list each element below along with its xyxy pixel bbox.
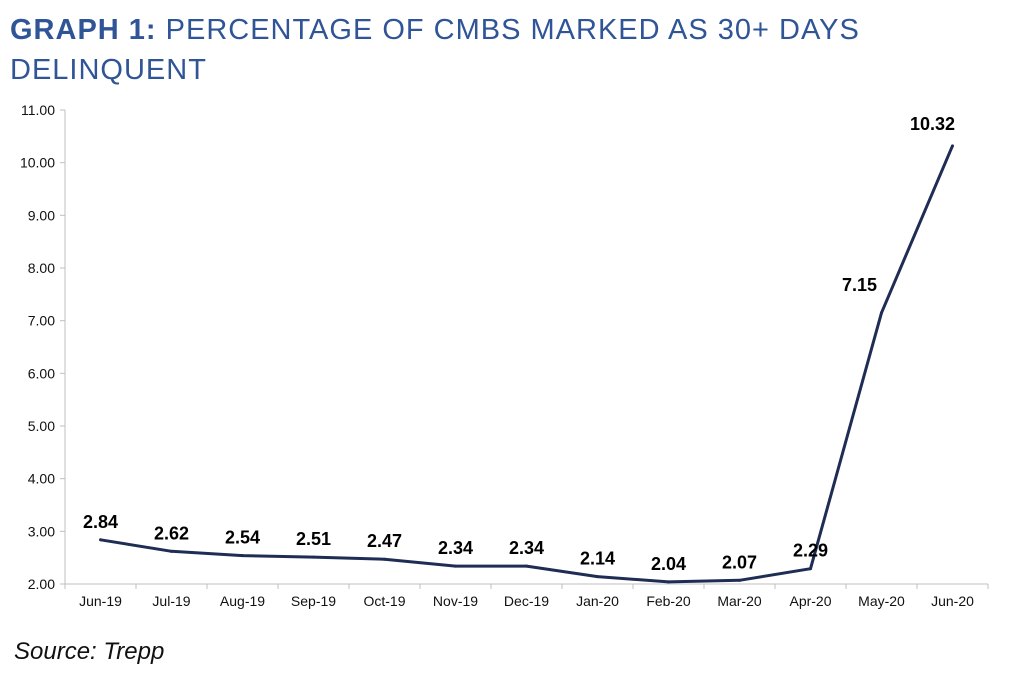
data-point — [596, 575, 599, 579]
x-tick-label: Apr-20 — [789, 593, 831, 609]
data-label: 2.14 — [580, 549, 615, 569]
data-point — [383, 557, 386, 561]
chart-title: GRAPH 1: PERCENTAGE OF CMBS MARKED AS 30… — [10, 10, 970, 90]
y-tick-label: 7.00 — [28, 313, 55, 329]
y-tick-label: 9.00 — [28, 207, 55, 223]
source-note: Source: Trepp — [14, 638, 165, 665]
y-tick-label: 6.00 — [28, 365, 55, 381]
data-point — [951, 144, 954, 148]
x-tick-label: Sep-19 — [291, 593, 336, 609]
y-tick-label: 5.00 — [28, 418, 55, 434]
y-tick-label: 3.00 — [28, 523, 55, 539]
data-label: 2.29 — [793, 541, 828, 561]
x-tick-label: Dec-19 — [504, 593, 549, 609]
data-point — [312, 555, 315, 559]
y-tick-label: 11.00 — [21, 102, 55, 118]
x-tick-label: Aug-19 — [220, 593, 265, 609]
data-point — [454, 564, 457, 568]
data-point — [667, 580, 670, 584]
data-label: 2.07 — [722, 552, 757, 572]
x-tick-label: Feb-20 — [646, 593, 691, 609]
data-label: 2.34 — [438, 538, 473, 558]
data-point — [241, 554, 244, 558]
x-axis: Jun-19 Jul-19 Aug-19 Sep-19 Oct-19 Nov-19 Dec-… — [64, 583, 989, 609]
data-label: 10.32 — [910, 114, 955, 134]
data-point — [99, 538, 102, 542]
data-label: 2.62 — [154, 523, 189, 543]
data-series — [99, 144, 954, 584]
data-point — [525, 564, 528, 568]
line-chart: 2.00 3.00 4.00 5.00 6.00 7.00 8.00 9.00 10.00 11.… — [20, 102, 989, 609]
data-point — [170, 549, 173, 553]
data-label: 2.04 — [651, 554, 686, 574]
y-axis: 2.00 3.00 4.00 5.00 6.00 7.00 8.00 9.00 10.00 11.… — [20, 102, 66, 592]
y-tick-label: 2.00 — [28, 576, 55, 592]
data-point — [809, 567, 812, 571]
data-label: 2.47 — [367, 531, 402, 551]
x-tick-label: Jan-20 — [576, 593, 619, 609]
x-tick-label: May-20 — [858, 593, 905, 609]
y-tick-label: 8.00 — [28, 260, 55, 276]
data-labels: 2.84 2.62 2.54 2.51 2.47 2.34 2.34 2.14 2.04 2.07… — [83, 114, 955, 574]
data-label: 2.34 — [509, 538, 544, 558]
data-point — [738, 578, 741, 582]
data-label: 7.15 — [842, 275, 877, 295]
x-tick-label: Oct-19 — [363, 593, 405, 609]
x-tick-label: Jun-19 — [79, 593, 122, 609]
chart-title-text: PERCENTAGE OF CMBS MARKED AS 30+ DAYS DE… — [10, 14, 860, 86]
x-tick-label: Jun-20 — [931, 593, 974, 609]
data-label: 2.51 — [296, 529, 331, 549]
x-tick-label: Mar-20 — [717, 593, 762, 609]
x-tick-label: Nov-19 — [433, 593, 478, 609]
x-tick-label: Jul-19 — [152, 593, 190, 609]
chart-title-number: GRAPH 1: — [10, 14, 157, 46]
series-line — [100, 145, 954, 584]
data-label: 2.84 — [83, 512, 118, 532]
data-label: 2.54 — [225, 528, 260, 548]
data-point — [880, 311, 883, 315]
y-tick-label: 4.00 — [28, 471, 55, 487]
y-tick-label: 10.00 — [20, 155, 55, 171]
